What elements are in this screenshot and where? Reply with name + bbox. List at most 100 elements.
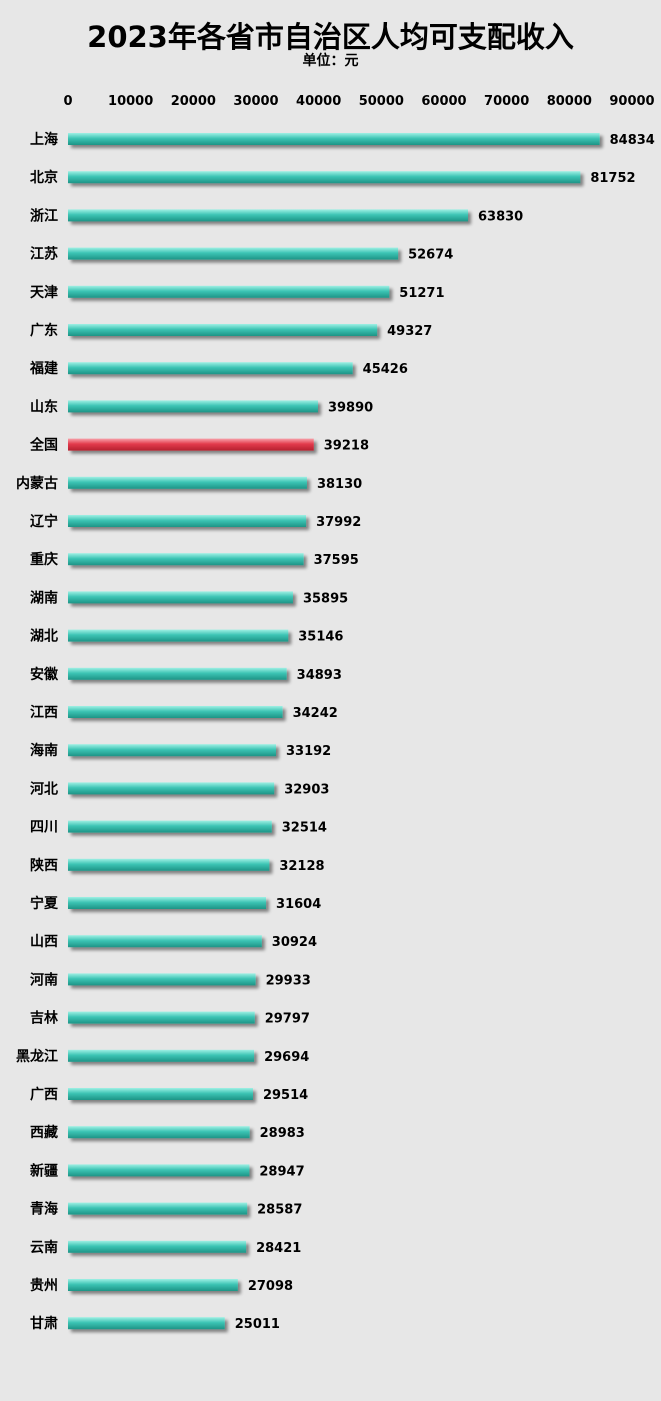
value-label: 34242 bbox=[293, 706, 338, 721]
bar bbox=[68, 1279, 238, 1291]
value-label: 28421 bbox=[256, 1241, 301, 1256]
value-label: 32514 bbox=[282, 821, 327, 836]
value-label: 32903 bbox=[284, 782, 329, 797]
category-label: 贵州 bbox=[30, 1277, 58, 1294]
bar bbox=[68, 515, 307, 527]
chart-title: 2023年各省市自治区人均可支配收入 bbox=[87, 20, 574, 54]
x-tick-label: 0 bbox=[63, 94, 72, 109]
bar bbox=[68, 706, 283, 718]
chart-subtitle: 单位：元 bbox=[302, 53, 359, 69]
value-label: 35146 bbox=[298, 630, 343, 645]
bar bbox=[68, 133, 600, 145]
category-label: 重庆 bbox=[30, 551, 58, 568]
bar bbox=[68, 400, 318, 413]
category-label: 云南 bbox=[30, 1239, 58, 1256]
value-label: 37595 bbox=[314, 553, 359, 568]
bar bbox=[68, 1011, 255, 1024]
value-label: 33192 bbox=[286, 744, 331, 759]
category-label: 江苏 bbox=[30, 246, 58, 263]
category-label: 山东 bbox=[30, 398, 58, 415]
value-label: 49327 bbox=[387, 324, 432, 339]
value-label: 81752 bbox=[590, 171, 635, 186]
value-label: 37992 bbox=[316, 515, 361, 530]
value-label: 29933 bbox=[266, 973, 311, 988]
category-label: 甘肃 bbox=[30, 1315, 58, 1332]
bars-group: 上海 84834 北京 81752 浙江 63830 江苏 52674 天津 51271 广东 493… bbox=[16, 131, 655, 1332]
x-tick-label: 50000 bbox=[359, 94, 404, 109]
x-tick-label: 20000 bbox=[171, 94, 216, 109]
category-label: 四川 bbox=[30, 820, 58, 836]
value-label: 63830 bbox=[478, 209, 523, 224]
bar bbox=[68, 362, 353, 375]
category-label: 全国 bbox=[29, 437, 58, 454]
bar bbox=[68, 171, 581, 184]
category-label: 江西 bbox=[30, 704, 58, 721]
category-label: 宁夏 bbox=[30, 895, 59, 912]
bar bbox=[68, 973, 256, 986]
category-label: 新疆 bbox=[30, 1162, 58, 1179]
value-label: 45426 bbox=[363, 362, 408, 377]
value-label: 84834 bbox=[610, 133, 655, 148]
value-label: 31604 bbox=[276, 897, 321, 912]
category-label: 湖南 bbox=[30, 589, 58, 606]
value-label: 27098 bbox=[248, 1279, 293, 1294]
x-axis-ticks: 0 10000 20000 30000 40000 50000 60000 70000 8000… bbox=[63, 94, 654, 109]
bar bbox=[68, 324, 378, 336]
category-label: 海南 bbox=[30, 742, 58, 759]
category-label: 陕西 bbox=[30, 857, 58, 874]
value-label: 29514 bbox=[263, 1088, 308, 1103]
bar bbox=[68, 1202, 248, 1215]
category-label: 广东 bbox=[30, 322, 58, 339]
bar bbox=[68, 820, 272, 833]
x-tick-label: 80000 bbox=[547, 94, 592, 109]
category-label: 上海 bbox=[30, 131, 58, 148]
bar bbox=[68, 1164, 250, 1177]
value-label: 51271 bbox=[399, 286, 444, 301]
category-label: 河南 bbox=[30, 971, 58, 988]
bar bbox=[68, 1126, 250, 1139]
value-label: 38130 bbox=[317, 477, 362, 492]
bar bbox=[68, 476, 307, 489]
value-label: 30924 bbox=[272, 935, 317, 950]
value-label: 32128 bbox=[279, 859, 324, 874]
bar bbox=[68, 1049, 255, 1062]
x-tick-label: 70000 bbox=[484, 94, 529, 109]
value-label: 39890 bbox=[328, 400, 373, 415]
x-tick-label: 10000 bbox=[108, 94, 153, 109]
x-tick-label: 40000 bbox=[296, 94, 341, 109]
x-tick-label: 60000 bbox=[421, 94, 466, 109]
category-label: 辽宁 bbox=[30, 513, 58, 530]
bar bbox=[68, 782, 275, 795]
value-label: 52674 bbox=[408, 248, 453, 263]
category-label: 广西 bbox=[30, 1086, 58, 1103]
value-label: 28947 bbox=[259, 1164, 304, 1179]
category-label: 内蒙古 bbox=[16, 475, 58, 492]
x-tick-label: 30000 bbox=[233, 94, 278, 109]
bar bbox=[68, 209, 469, 222]
category-label: 浙江 bbox=[30, 207, 58, 224]
highlight-bar bbox=[68, 438, 314, 451]
bar bbox=[68, 1317, 225, 1330]
category-label: 山西 bbox=[30, 934, 58, 950]
bar bbox=[68, 744, 277, 757]
category-label: 天津 bbox=[30, 284, 58, 301]
category-label: 西藏 bbox=[30, 1124, 58, 1141]
value-label: 25011 bbox=[235, 1317, 280, 1332]
bar bbox=[68, 858, 270, 871]
bar bbox=[68, 667, 287, 680]
bar bbox=[68, 629, 289, 642]
category-label: 青海 bbox=[30, 1201, 58, 1218]
category-label: 河北 bbox=[30, 780, 58, 797]
bar bbox=[68, 247, 399, 260]
bar bbox=[68, 591, 293, 604]
bar bbox=[68, 935, 262, 948]
value-label: 28587 bbox=[257, 1203, 302, 1218]
category-label: 北京 bbox=[30, 169, 58, 186]
x-tick-label: 90000 bbox=[609, 94, 654, 109]
category-label: 吉林 bbox=[30, 1010, 58, 1027]
value-label: 28983 bbox=[260, 1126, 305, 1141]
bar bbox=[68, 285, 390, 298]
value-label: 29797 bbox=[265, 1012, 310, 1027]
